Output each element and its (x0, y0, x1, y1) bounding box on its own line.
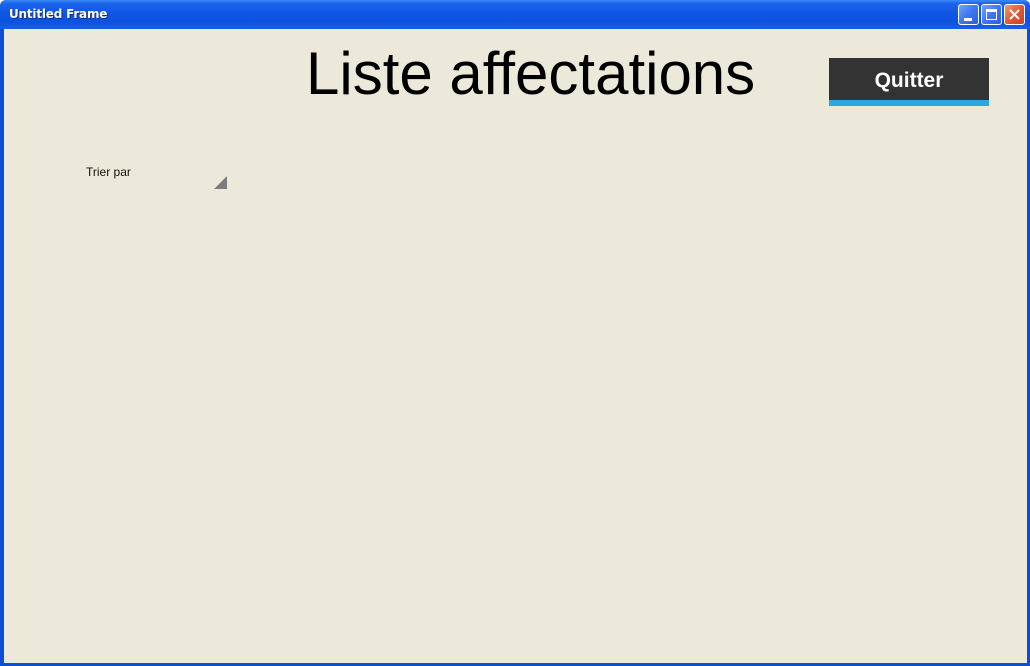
window-title: Untitled Frame (9, 7, 108, 21)
dropdown-triangle-icon[interactable] (214, 176, 227, 189)
minimize-button[interactable] (958, 4, 979, 25)
quit-button[interactable]: Quitter (829, 58, 989, 106)
maximize-button[interactable] (981, 4, 1002, 25)
minimize-icon (964, 18, 972, 21)
close-icon (1009, 9, 1020, 20)
title-bar[interactable]: Untitled Frame (0, 0, 1030, 29)
sort-label: Trier par (86, 165, 131, 179)
close-button[interactable] (1004, 4, 1025, 25)
page-title: Liste affectations (306, 40, 756, 107)
content-panel: Liste affectations Quitter Trier par (4, 29, 1027, 663)
maximize-icon (986, 9, 997, 20)
